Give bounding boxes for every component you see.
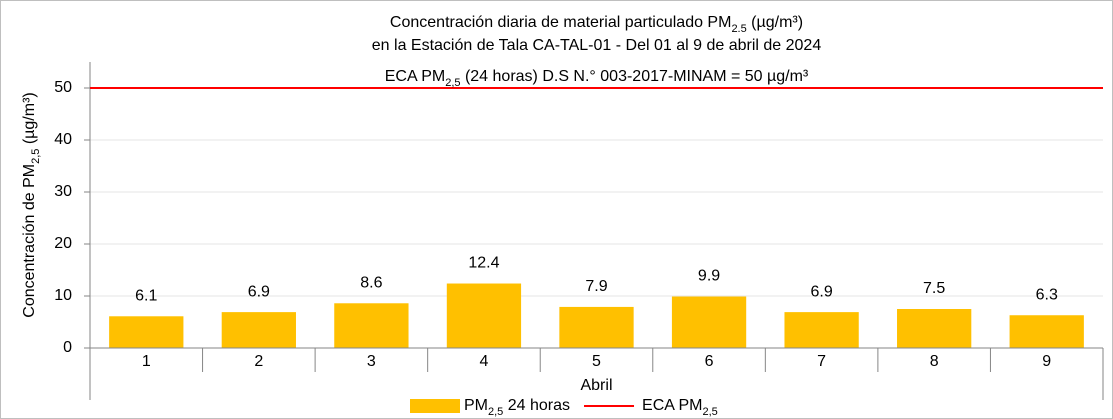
reference-annotation-part: (24 horas) D.S N.° 003-2017-MINAM = 50 µ… [461,68,809,85]
value-label: 9.9 [698,268,720,285]
x-tick-label: 2 [254,353,263,370]
bar [784,312,859,348]
y-tick-label: 30 [54,183,72,200]
legend-swatch [410,399,460,413]
reference-annotation: ECA PM2,5 (24 horas) D.S N.° 003-2017-MI… [385,68,809,89]
y-tick-label: 20 [54,235,72,252]
legend-label-part: 24 horas [503,397,570,414]
value-label: 6.1 [135,287,157,304]
legend-label-part: 2,5 [702,406,717,418]
bar [221,312,296,348]
legend-label-part: PM [464,397,488,414]
x-tick-label: 8 [930,353,939,370]
y-tick-label: 50 [54,79,72,96]
bar [559,306,634,348]
y-axis-label: Concentración de PM2,5 (µg/m³) [21,92,42,317]
value-label: 6.3 [1036,286,1058,303]
y-tick-label: 10 [54,287,72,304]
bar [1009,315,1084,348]
x-tick-label: 1 [142,353,151,370]
chart-title-part: en la Estación de Tala CA-TAL-01 - Del 0… [372,37,822,54]
y-axis-label-part: 2,5 [30,149,42,164]
value-label: 12.4 [468,255,499,272]
bar [897,309,972,348]
x-tick-label: 6 [705,353,714,370]
chart-title-part: 2.5 [731,23,746,35]
value-label: 6.9 [248,283,270,300]
y-axis-label-part: (µg/m³) [21,92,38,148]
chart-title: en la Estación de Tala CA-TAL-01 - Del 0… [372,37,822,54]
chart-title-part: Concentración diaria de material particu… [390,14,732,31]
bar [671,296,747,348]
bar [334,303,409,348]
bar [446,283,522,348]
legend-label: PM2,5 24 horas [464,397,570,418]
value-label: 7.5 [923,280,945,297]
y-axis-label-part: Concentración de PM [21,164,38,318]
x-tick-label: 5 [592,353,601,370]
bar [109,316,184,348]
y-tick-label: 0 [63,339,72,356]
y-tick-label: 40 [54,131,72,148]
chart-title: Concentración diaria de material particu… [390,14,803,35]
x-tick-label: 3 [367,353,376,370]
x-tick-label: 7 [817,353,826,370]
legend-label-part: 2,5 [488,406,503,418]
value-label: 6.9 [810,283,832,300]
chart-title-part: (µg/m³) [747,14,803,31]
legend-label-part: ECA PM [642,397,702,414]
value-label: 7.9 [585,278,607,295]
x-group-label: Abril [580,377,612,394]
reference-annotation-part: 2,5 [445,77,460,89]
legend-label: ECA PM2,5 [642,397,718,418]
x-tick-label: 4 [479,353,488,370]
x-tick-label: 9 [1042,353,1051,370]
value-label: 8.6 [360,274,382,291]
reference-annotation-part: ECA PM [385,68,445,85]
